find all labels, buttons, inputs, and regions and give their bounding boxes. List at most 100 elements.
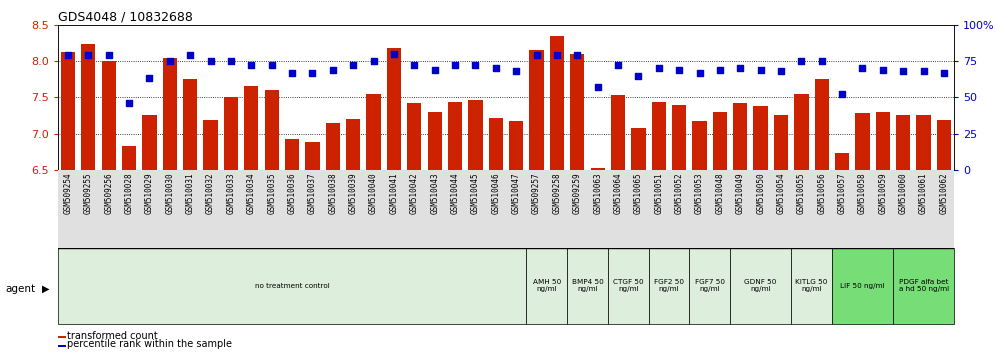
Point <box>508 68 524 74</box>
Point <box>529 52 545 58</box>
Point <box>549 52 565 58</box>
Text: GDNF 50
ng/ml: GDNF 50 ng/ml <box>744 279 777 292</box>
Bar <box>651 102 666 170</box>
Bar <box>265 90 279 170</box>
Bar <box>550 36 564 170</box>
Text: GSM510064: GSM510064 <box>614 172 622 214</box>
Point <box>630 73 646 78</box>
Bar <box>875 112 890 170</box>
Point <box>161 58 178 64</box>
Bar <box>896 115 910 170</box>
Point <box>691 70 707 75</box>
Bar <box>183 79 197 170</box>
Bar <box>404 170 424 248</box>
Text: GSM510028: GSM510028 <box>124 172 133 214</box>
Text: GSM510038: GSM510038 <box>329 172 338 214</box>
Bar <box>832 248 893 324</box>
Bar <box>526 170 547 248</box>
Text: GSM509257: GSM509257 <box>532 172 541 214</box>
Text: GSM509258: GSM509258 <box>553 172 562 214</box>
Text: no treatment control: no treatment control <box>255 283 330 289</box>
Bar <box>570 54 585 170</box>
Point <box>305 70 321 75</box>
Point <box>346 63 362 68</box>
Bar <box>346 119 361 170</box>
Bar <box>710 170 730 248</box>
Point <box>936 70 952 75</box>
Bar <box>180 170 200 248</box>
Bar <box>937 120 951 170</box>
Bar <box>364 170 383 248</box>
Bar <box>713 112 727 170</box>
Point <box>81 52 97 58</box>
Bar <box>547 170 567 248</box>
Point <box>835 92 851 97</box>
Point <box>366 58 381 64</box>
Text: GSM510042: GSM510042 <box>409 172 418 214</box>
Text: GSM510040: GSM510040 <box>370 172 378 214</box>
Point <box>814 58 830 64</box>
Bar <box>427 112 442 170</box>
Text: GSM510063: GSM510063 <box>594 172 603 214</box>
Text: GSM510031: GSM510031 <box>185 172 194 214</box>
Text: GSM510041: GSM510041 <box>389 172 398 214</box>
Text: agent: agent <box>5 284 35 293</box>
Text: GSM510033: GSM510033 <box>226 172 235 214</box>
Text: GSM510036: GSM510036 <box>288 172 297 214</box>
Bar <box>672 105 686 170</box>
Point <box>202 58 218 64</box>
Point <box>386 51 402 57</box>
Bar <box>424 170 445 248</box>
Text: GSM510052: GSM510052 <box>674 172 683 214</box>
Bar <box>588 170 608 248</box>
Text: AMH 50
ng/ml: AMH 50 ng/ml <box>533 279 561 292</box>
Bar <box>306 142 320 170</box>
Bar <box>244 86 258 170</box>
Bar <box>591 168 605 170</box>
Point <box>712 67 728 73</box>
Point <box>895 68 911 74</box>
Point <box>101 52 117 58</box>
Bar <box>648 170 669 248</box>
Point <box>753 67 769 73</box>
Text: GSM510035: GSM510035 <box>267 172 276 214</box>
Text: GSM510059: GSM510059 <box>878 172 887 214</box>
Bar <box>159 170 180 248</box>
Bar <box>468 99 482 170</box>
Text: GSM510057: GSM510057 <box>838 172 847 214</box>
Bar <box>61 52 75 170</box>
Bar <box>530 50 544 170</box>
Text: GSM510029: GSM510029 <box>145 172 154 214</box>
Bar <box>648 248 689 324</box>
Point <box>182 52 198 58</box>
Bar <box>853 170 872 248</box>
Point <box>671 67 687 73</box>
Bar <box>631 128 645 170</box>
Text: GSM510061: GSM510061 <box>919 172 928 214</box>
Bar <box>489 118 503 170</box>
Text: GSM510045: GSM510045 <box>471 172 480 214</box>
Bar <box>567 170 588 248</box>
Text: GSM510037: GSM510037 <box>308 172 317 214</box>
Bar <box>82 44 96 170</box>
Bar <box>628 170 648 248</box>
Text: GSM509256: GSM509256 <box>105 172 114 214</box>
Point <box>141 76 157 81</box>
Bar <box>386 48 401 170</box>
Bar <box>58 248 526 324</box>
Bar <box>893 170 913 248</box>
Text: GSM510054: GSM510054 <box>777 172 786 214</box>
Bar <box>200 170 221 248</box>
Text: FGF7 50
ng/ml: FGF7 50 ng/ml <box>694 279 725 292</box>
Text: GSM510056: GSM510056 <box>818 172 827 214</box>
Point <box>855 65 871 71</box>
Bar <box>812 170 832 248</box>
Text: FGF2 50
ng/ml: FGF2 50 ng/ml <box>654 279 684 292</box>
Point <box>426 67 442 73</box>
Bar <box>343 170 364 248</box>
Text: PDGF alfa bet
a hd 50 ng/ml: PDGF alfa bet a hd 50 ng/ml <box>898 279 948 292</box>
Text: transformed count: transformed count <box>67 331 157 341</box>
Bar <box>771 170 791 248</box>
Bar <box>285 139 299 170</box>
Point <box>590 84 606 90</box>
